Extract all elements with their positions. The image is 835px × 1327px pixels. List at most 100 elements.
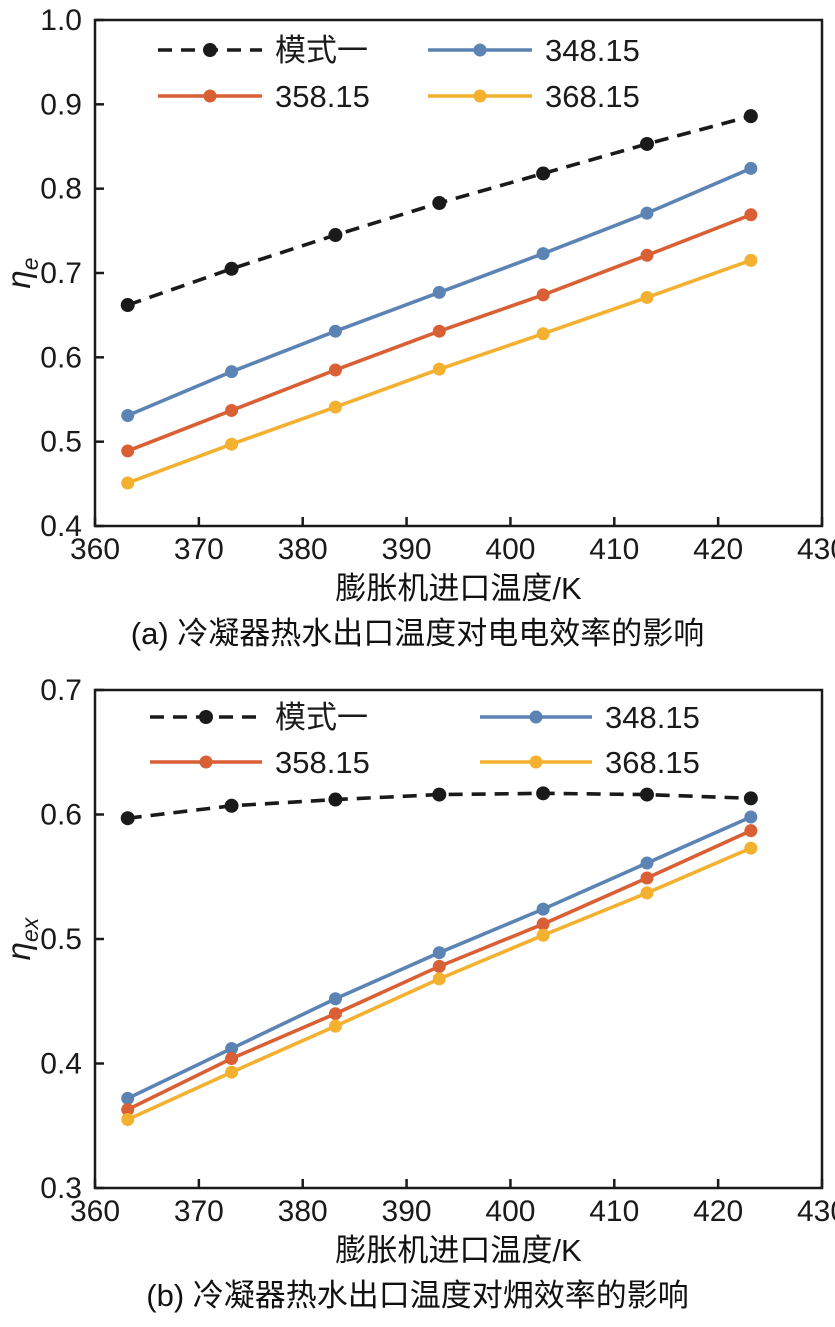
x-tick-label: 380 xyxy=(278,533,328,566)
series-marker-368.15 xyxy=(536,928,550,942)
x-tick-label: 370 xyxy=(174,533,224,566)
series-marker-模式一 xyxy=(432,196,447,211)
legend-marker-358.15 xyxy=(199,755,213,769)
series-marker-348.15 xyxy=(640,856,654,870)
series-marker-模式一 xyxy=(640,136,655,151)
y-tick-label: 0.6 xyxy=(40,799,82,832)
x-tick-label: 390 xyxy=(382,533,432,566)
series-marker-358.15 xyxy=(640,248,654,262)
y-axis-label: ηex xyxy=(0,916,43,960)
legend-label-348.15: 348.15 xyxy=(545,33,640,68)
series-marker-348.15 xyxy=(536,902,550,916)
chart-b-caption: (b) 冷凝器热水出口温度对㶲效率的影响 xyxy=(146,1278,689,1313)
x-tick-label: 420 xyxy=(693,1195,743,1228)
series-marker-368.15 xyxy=(432,362,446,376)
legend-label-358.15: 358.15 xyxy=(275,79,370,114)
x-tick-label: 410 xyxy=(589,1195,639,1228)
series-marker-368.15 xyxy=(328,1019,342,1033)
series-marker-368.15 xyxy=(225,437,239,451)
y-tick-label: 0.7 xyxy=(40,257,82,290)
series-marker-348.15 xyxy=(328,324,342,338)
legend-label-348.15: 348.15 xyxy=(605,700,700,735)
chart-a-caption: (a) 冷凝器热水出口温度对电电效率的影响 xyxy=(130,616,705,651)
series-marker-模式一 xyxy=(224,798,239,813)
series-marker-348.15 xyxy=(432,946,446,960)
series-marker-模式一 xyxy=(120,298,135,313)
series-marker-模式一 xyxy=(536,166,551,181)
legend-marker-348.15 xyxy=(473,43,487,57)
series-marker-348.15 xyxy=(744,810,758,824)
series-marker-348.15 xyxy=(744,161,758,175)
series-marker-模式一 xyxy=(536,786,551,801)
x-tick-label: 370 xyxy=(174,1195,224,1228)
series-marker-模式一 xyxy=(743,109,758,124)
chart-b-plot-canvas: 360 370 380 390 400 410 420 430 0.3 0.4 0.5 0.6 0.7 η… xyxy=(0,678,835,1228)
series-marker-348.15 xyxy=(225,365,239,379)
series-marker-358.15 xyxy=(328,363,342,377)
y-tick-label: 0.5 xyxy=(40,923,82,956)
series-marker-348.15 xyxy=(328,992,342,1006)
series-marker-358.15 xyxy=(328,1007,342,1021)
y-tick-label: 0.7 xyxy=(40,678,82,707)
y-tick-label: 0.8 xyxy=(40,173,82,206)
series-marker-358.15 xyxy=(121,1103,135,1117)
series-marker-368.15 xyxy=(432,972,446,986)
x-tick-label: 380 xyxy=(278,1195,328,1228)
x-tick-label: 430 xyxy=(797,533,835,566)
series-marker-348.15 xyxy=(121,409,135,423)
y-tick-label: 0.4 xyxy=(40,510,82,543)
series-marker-模式一 xyxy=(432,787,447,802)
series-marker-368.15 xyxy=(328,400,342,414)
series-marker-348.15 xyxy=(536,247,550,261)
y-tick-label: 0.9 xyxy=(40,88,82,121)
series-marker-358.15 xyxy=(225,403,239,417)
series-marker-368.15 xyxy=(536,327,550,341)
x-tick-label: 420 xyxy=(693,533,743,566)
y-tick-label: 0.4 xyxy=(40,1048,82,1081)
legend-marker-模式一 xyxy=(199,710,213,724)
series-marker-模式一 xyxy=(120,811,135,826)
x-tick-label: 410 xyxy=(589,533,639,566)
series-marker-模式一 xyxy=(743,791,758,806)
series-marker-模式一 xyxy=(328,792,343,807)
series-marker-368.15 xyxy=(640,290,654,304)
series-marker-368.15 xyxy=(121,476,135,490)
series-marker-模式一 xyxy=(328,228,343,243)
series-marker-348.15 xyxy=(640,206,654,220)
series-marker-模式一 xyxy=(224,261,239,276)
y-axis-label: ηe xyxy=(0,257,43,288)
y-tick-label: 0.5 xyxy=(40,426,82,459)
series-marker-368.15 xyxy=(225,1065,239,1079)
chart-a-plot-canvas: 360 370 380 390 400 410 420 430 0.4 0.5 0.6 0.7 0.8 0… xyxy=(0,8,835,566)
chart-a-x-axis-label: 膨胀机进口温度/K xyxy=(335,571,582,606)
series-marker-368.15 xyxy=(744,841,758,855)
legend-marker-368.15 xyxy=(473,89,487,103)
legend-label-358.15: 358.15 xyxy=(275,745,370,780)
legend-marker-348.15 xyxy=(529,710,543,724)
series-marker-358.15 xyxy=(432,324,446,338)
series-marker-348.15 xyxy=(225,1042,239,1056)
series-marker-358.15 xyxy=(432,959,446,973)
series-marker-358.15 xyxy=(225,1052,239,1066)
series-marker-358.15 xyxy=(744,824,758,838)
series-marker-368.15 xyxy=(121,1113,135,1127)
series-marker-358.15 xyxy=(744,208,758,222)
chart-a-figure: 360 370 380 390 400 410 420 430 0.4 0.5 0.6 0.7 0.8 0… xyxy=(0,8,835,660)
legend-marker-358.15 xyxy=(203,89,217,103)
legend-label-368.15: 368.15 xyxy=(605,745,700,780)
x-tick-label: 360 xyxy=(70,533,120,566)
series-marker-358.15 xyxy=(121,444,135,458)
legend-label-模式一: 模式一 xyxy=(275,33,368,68)
legend-marker-368.15 xyxy=(529,755,543,769)
x-tick-label: 390 xyxy=(382,1195,432,1228)
series-marker-模式一 xyxy=(640,787,655,802)
x-tick-label: 360 xyxy=(70,1195,120,1228)
series-marker-348.15 xyxy=(121,1091,135,1105)
legend-marker-模式一 xyxy=(203,43,217,57)
x-tick-label: 400 xyxy=(485,1195,535,1228)
x-tick-label: 400 xyxy=(485,533,535,566)
series-marker-358.15 xyxy=(536,288,550,302)
y-tick-label: 0.3 xyxy=(40,1172,82,1205)
series-marker-368.15 xyxy=(640,886,654,900)
